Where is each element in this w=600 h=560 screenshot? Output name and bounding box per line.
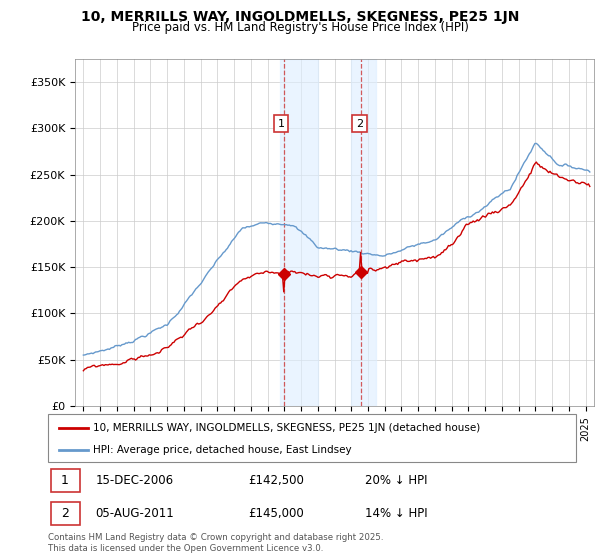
Text: 14% ↓ HPI: 14% ↓ HPI [365, 507, 427, 520]
Bar [351, 59, 376, 406]
Text: 1: 1 [278, 119, 284, 129]
FancyBboxPatch shape [50, 469, 80, 492]
Text: Contains HM Land Registry data © Crown copyright and database right 2025.
This d: Contains HM Land Registry data © Crown c… [48, 533, 383, 553]
FancyBboxPatch shape [48, 414, 576, 462]
Text: 05-AUG-2011: 05-AUG-2011 [95, 507, 174, 520]
Text: 10, MERRILLS WAY, INGOLDMELLS, SKEGNESS, PE25 1JN (detached house): 10, MERRILLS WAY, INGOLDMELLS, SKEGNESS,… [93, 423, 480, 433]
Text: 20% ↓ HPI: 20% ↓ HPI [365, 474, 427, 487]
Text: 2: 2 [61, 507, 69, 520]
Text: £142,500: £142,500 [248, 474, 305, 487]
Bar [280, 59, 318, 406]
Text: 1: 1 [61, 474, 69, 487]
Text: Price paid vs. HM Land Registry's House Price Index (HPI): Price paid vs. HM Land Registry's House … [131, 21, 469, 34]
Text: 2: 2 [356, 119, 363, 129]
FancyBboxPatch shape [50, 502, 80, 525]
Text: 10, MERRILLS WAY, INGOLDMELLS, SKEGNESS, PE25 1JN: 10, MERRILLS WAY, INGOLDMELLS, SKEGNESS,… [81, 10, 519, 24]
Text: 15-DEC-2006: 15-DEC-2006 [95, 474, 173, 487]
Text: HPI: Average price, detached house, East Lindsey: HPI: Average price, detached house, East… [93, 445, 352, 455]
Text: £145,000: £145,000 [248, 507, 304, 520]
